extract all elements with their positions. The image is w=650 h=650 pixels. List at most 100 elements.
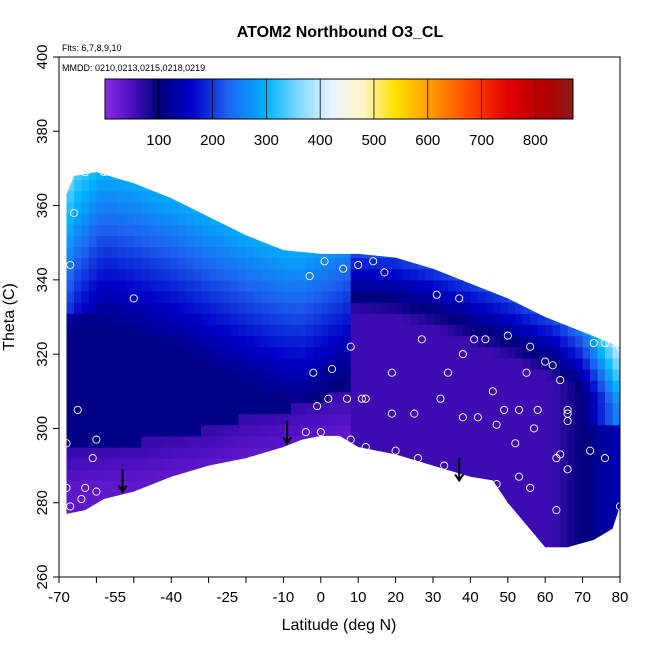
field-cell <box>141 201 150 214</box>
field-cell <box>612 235 620 248</box>
field-cell <box>380 213 389 225</box>
field-cell <box>560 302 569 314</box>
field-cell <box>530 513 539 526</box>
field-cell <box>283 257 292 270</box>
field-cell <box>560 335 569 348</box>
field-cell <box>81 324 90 337</box>
field-cell <box>515 458 524 470</box>
field-cell <box>193 246 202 259</box>
field-cell <box>126 380 135 392</box>
field-cell <box>388 447 397 459</box>
field-cell <box>88 380 97 392</box>
field-cell <box>590 179 599 192</box>
field-cell <box>575 380 584 392</box>
field-cell <box>66 469 68 482</box>
field-cell <box>425 525 434 537</box>
field-cell <box>418 536 427 548</box>
observation-point <box>552 506 561 515</box>
field-cell <box>492 513 501 526</box>
field-cell <box>365 536 374 548</box>
field-cell <box>88 335 97 348</box>
field-cell <box>81 480 90 493</box>
field-cell <box>447 190 457 203</box>
field-cell <box>163 246 172 259</box>
field-cell <box>193 335 202 348</box>
field-cell <box>66 525 68 537</box>
field-cell <box>447 380 457 392</box>
field-cell <box>365 402 374 415</box>
field-cell <box>612 435 620 448</box>
field-cell <box>223 313 232 326</box>
field-cell <box>275 447 284 459</box>
field-cell <box>597 279 606 292</box>
field-cell <box>231 536 240 548</box>
field-cell <box>231 391 240 404</box>
field-cell <box>88 357 97 370</box>
field-cell <box>500 536 509 548</box>
field-cell <box>590 513 599 526</box>
field-cell <box>148 246 157 259</box>
field-cell <box>73 525 83 537</box>
field-cell <box>343 357 352 370</box>
field-cell <box>126 502 135 515</box>
field-cell <box>462 213 471 225</box>
observation-point <box>129 294 138 303</box>
field-cell <box>201 502 210 515</box>
field-cell <box>231 201 240 214</box>
field-cell <box>365 413 374 426</box>
field-cell <box>201 213 210 225</box>
field-cell <box>231 246 240 259</box>
field-cell <box>605 246 614 259</box>
field-cell <box>620 213 628 225</box>
field-cell <box>216 525 225 537</box>
field-cell <box>455 380 464 392</box>
observation-point <box>339 264 348 273</box>
field-cell <box>73 291 83 303</box>
field-cell <box>148 502 157 515</box>
field-cell <box>141 313 150 326</box>
field-cell <box>133 380 142 392</box>
field-cell <box>447 435 457 448</box>
field-cell <box>103 413 112 426</box>
observation-point <box>387 409 396 418</box>
field-cell <box>186 369 195 381</box>
field-cell <box>552 279 561 292</box>
field-cell <box>178 424 187 437</box>
field-cell <box>238 513 247 526</box>
observation-point <box>529 424 539 433</box>
observation-point <box>500 405 509 414</box>
field-cell <box>395 502 404 515</box>
field-cell <box>81 201 90 214</box>
field-cell <box>477 172 486 181</box>
field-cell <box>567 391 576 404</box>
field-cell <box>163 369 172 381</box>
field-cell <box>597 213 606 225</box>
field-cell <box>395 391 404 404</box>
field-cell <box>268 279 277 292</box>
field-cell <box>597 190 606 203</box>
field-cell <box>410 525 419 537</box>
field-cell <box>88 257 97 270</box>
field-cell <box>455 435 464 448</box>
field-cell <box>447 224 457 236</box>
field-cell <box>545 513 554 526</box>
field-cell <box>231 302 240 314</box>
field-cell <box>388 235 397 248</box>
field-cell <box>223 235 232 248</box>
field-cell <box>118 447 127 459</box>
field-cell <box>88 302 97 314</box>
field-cell <box>156 491 165 504</box>
field-cell <box>492 291 501 303</box>
field-cell <box>567 491 576 504</box>
field-cell <box>201 513 210 526</box>
field-cell <box>126 335 135 348</box>
field-cell <box>335 172 344 181</box>
field-cell <box>433 335 442 348</box>
field-cell <box>186 480 195 493</box>
field-cell <box>590 213 599 225</box>
field-cell <box>320 257 329 270</box>
field-cell <box>328 324 337 337</box>
observation-point <box>391 446 400 455</box>
field-cell <box>268 513 277 526</box>
field-cell <box>126 491 135 504</box>
